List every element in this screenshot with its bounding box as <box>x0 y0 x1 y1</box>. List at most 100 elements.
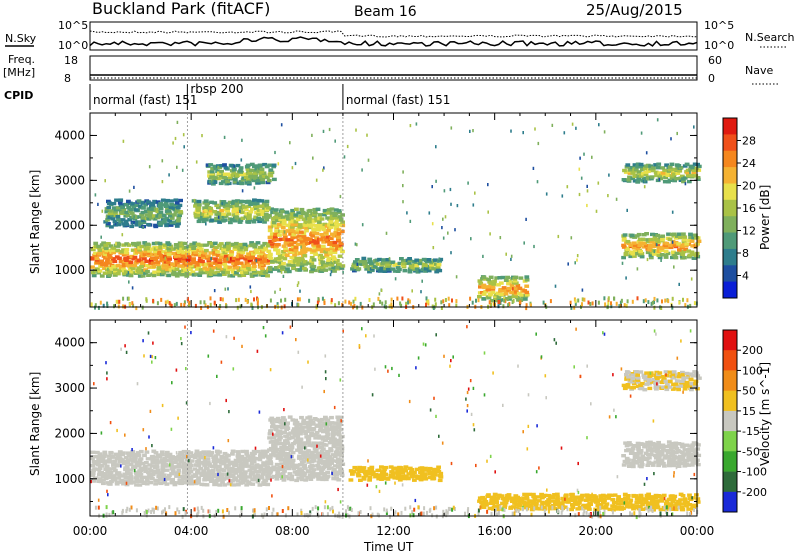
echo-cell <box>138 224 144 228</box>
echo-cell <box>205 457 211 461</box>
echo-cell <box>205 201 210 206</box>
echo-cell <box>90 471 96 475</box>
echo-cell <box>576 488 579 492</box>
echo-cell <box>281 265 286 269</box>
echo-cell <box>264 254 269 258</box>
echo-cell <box>339 229 345 234</box>
echo-cell <box>257 298 259 303</box>
echo-cell <box>338 427 344 432</box>
echo-cell <box>283 246 288 250</box>
echo-cell <box>313 453 318 458</box>
echo-cell <box>305 513 308 517</box>
echo-cell <box>332 431 337 435</box>
echo-cell <box>203 300 206 305</box>
echo-cell <box>375 262 381 266</box>
echo-cell <box>689 387 694 392</box>
echo-cell <box>105 469 110 474</box>
echo-cell <box>685 168 691 172</box>
echo-cell <box>648 373 654 378</box>
echo-cell <box>156 301 159 306</box>
echo-cell <box>243 248 249 252</box>
echo-cell <box>159 453 165 457</box>
echo-cell <box>175 471 181 475</box>
echo-cell <box>626 458 631 462</box>
echo-cell <box>107 255 113 259</box>
echo-cell <box>311 227 316 231</box>
echo-cell <box>138 222 143 227</box>
echo-cell <box>272 224 278 228</box>
echo-cell <box>534 507 539 511</box>
echo-cell <box>374 367 376 371</box>
echo-cell <box>470 412 473 416</box>
echo-cell <box>348 478 354 482</box>
echo-cell <box>655 499 660 503</box>
echo-cell <box>406 261 412 265</box>
echo-cell <box>263 512 266 517</box>
echo-cell <box>161 510 163 515</box>
echo-cell <box>567 262 569 266</box>
echo-cell <box>636 232 642 237</box>
echo-cell <box>356 267 362 271</box>
echo-cell <box>248 210 254 214</box>
echo-cell <box>330 270 333 274</box>
echo-cell <box>613 408 615 412</box>
echo-cell <box>695 242 700 246</box>
echo-cell <box>294 422 300 426</box>
echo-cell <box>219 297 222 302</box>
echo-cell <box>136 241 142 245</box>
echo-cell <box>295 228 301 232</box>
echo-cell <box>295 258 301 263</box>
echo-cell <box>338 461 343 465</box>
echo-cell <box>367 475 373 479</box>
echo-cell <box>229 250 235 254</box>
echo-cell <box>128 209 133 214</box>
echo-cell <box>660 258 662 262</box>
echo-cell <box>635 443 641 448</box>
echo-cell <box>645 240 651 244</box>
echo-cell <box>383 507 386 512</box>
echo-cell <box>165 260 171 265</box>
echo-cell <box>624 377 629 381</box>
echo-cell <box>174 474 179 478</box>
echo-cell <box>695 176 701 180</box>
echo-cell <box>536 424 538 428</box>
echo-cell <box>242 242 248 247</box>
echo-cell <box>278 217 284 222</box>
echo-cell <box>354 468 360 472</box>
echo-cell <box>685 376 691 380</box>
echo-cell <box>97 505 100 510</box>
echo-cell <box>656 494 661 498</box>
echo-cell <box>243 175 249 180</box>
echo-cell <box>668 243 673 247</box>
echo-cell <box>339 444 345 448</box>
echo-cell <box>518 300 521 305</box>
echo-cell <box>412 470 417 475</box>
echo-cell <box>587 507 592 511</box>
echo-cell <box>244 297 247 302</box>
echo-cell <box>658 177 661 182</box>
echo-cell <box>331 444 337 449</box>
echo-cell <box>671 370 677 374</box>
echo-cell <box>337 442 343 446</box>
echo-cell <box>513 287 519 291</box>
echo-cell <box>197 273 203 277</box>
echo-cell <box>154 253 159 257</box>
echo-cell <box>164 251 169 255</box>
echo-cell <box>173 198 179 202</box>
echo-cell <box>122 296 125 301</box>
echo-cell <box>272 177 277 182</box>
echo-cell <box>431 476 437 481</box>
echo-cell <box>229 164 235 168</box>
echo-cell <box>638 249 643 254</box>
echo-cell <box>112 510 115 515</box>
echo-cell <box>525 306 528 311</box>
echo-cell <box>498 281 504 285</box>
echo-cell <box>376 512 379 517</box>
echo-cell <box>254 201 260 206</box>
echo-cell <box>322 210 328 214</box>
echo-cell <box>121 253 127 257</box>
echo-cell <box>337 464 342 469</box>
echo-cell <box>135 508 138 513</box>
echo-cell <box>244 449 249 454</box>
echo-cell <box>667 457 672 462</box>
